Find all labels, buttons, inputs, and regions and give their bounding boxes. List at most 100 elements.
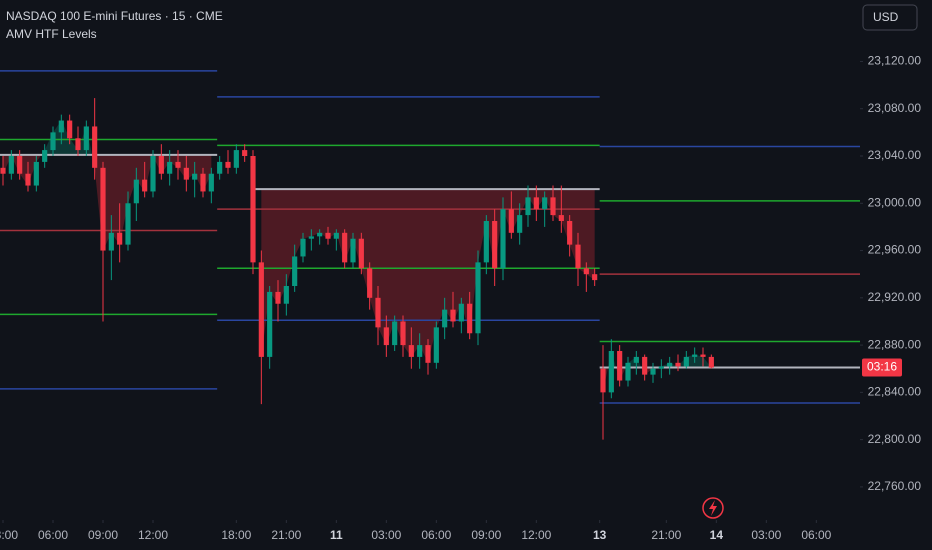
- candle-body: [667, 362, 673, 367]
- candle-body: [125, 203, 131, 245]
- candle-body: [708, 356, 714, 368]
- x-tick-label: 18:00: [221, 528, 251, 542]
- candle-body: [575, 244, 581, 269]
- candle-body: [8, 156, 14, 174]
- alert-icon[interactable]: [702, 497, 724, 519]
- price-tag: [862, 358, 902, 377]
- x-tick-label: 12:00: [521, 528, 551, 542]
- candle-body: [233, 150, 239, 168]
- candle-body: [592, 274, 598, 281]
- candle-body: [492, 221, 498, 269]
- candle-body: [250, 156, 256, 263]
- candle-body: [358, 238, 364, 269]
- candle-body: [258, 262, 264, 357]
- x-tick-label: 21:00: [271, 528, 301, 542]
- candle-body: [550, 197, 556, 216]
- candle-body: [692, 354, 698, 357]
- candle-body: [42, 150, 48, 162]
- candle-body: [158, 156, 164, 174]
- candle-body: [133, 179, 139, 204]
- candle-body: [283, 286, 289, 304]
- candle-body: [208, 173, 214, 192]
- candle-body: [408, 345, 414, 357]
- candle-body: [25, 173, 31, 186]
- x-tick-label: 11: [330, 528, 343, 542]
- candle-body: [350, 238, 356, 263]
- candle-body: [200, 173, 206, 192]
- candle-body: [500, 209, 506, 269]
- x-tick-label: 13: [593, 528, 607, 542]
- candle-body: [83, 126, 89, 151]
- plot-area: [0, 70, 860, 440]
- candle-body: [317, 232, 323, 237]
- candle-body: [92, 126, 98, 168]
- axes: 22,760.00 22,800.00 22,840.00 22,880.00 22,9…: [0, 54, 921, 543]
- candle-body: [658, 366, 664, 369]
- candle-body: [617, 351, 623, 381]
- candle-body: [242, 150, 248, 156]
- candle-body: [267, 291, 273, 357]
- x-tick-label: 06:00: [801, 528, 831, 542]
- y-tick-label: 22,760.00: [868, 479, 922, 493]
- indicator-name: AMV HTF Levels: [6, 27, 97, 41]
- candle-body: [50, 132, 56, 151]
- candle-body: [508, 209, 514, 233]
- candle-body: [417, 345, 423, 357]
- candle-body: [633, 356, 639, 363]
- candle-body: [225, 161, 231, 168]
- y-tick-label: 22,960.00: [868, 243, 922, 257]
- candle-body: [450, 309, 456, 322]
- candle-body: [100, 167, 106, 251]
- candle-body: [275, 291, 281, 304]
- candle-body: [700, 354, 706, 357]
- x-tick-label: 03:00: [371, 528, 401, 542]
- candle-body: [367, 268, 373, 298]
- candle-body: [375, 297, 381, 328]
- candle-body: [558, 215, 564, 221]
- alert-circle[interactable]: [702, 497, 724, 519]
- y-tick-label: 22,800.00: [868, 432, 922, 446]
- x-tick-label: 14: [710, 528, 724, 542]
- alert-bolt[interactable]: [709, 500, 717, 516]
- candle-body: [442, 309, 448, 328]
- candle-body: [400, 321, 406, 346]
- y-tick-label: 23,080.00: [868, 101, 922, 115]
- y-tick-label: 22,920.00: [868, 290, 922, 304]
- x-tick-label: 06:00: [421, 528, 451, 542]
- candle-body: [150, 156, 156, 192]
- candle-body: [542, 197, 548, 210]
- candle-body: [425, 345, 431, 363]
- candle-body: [458, 303, 464, 322]
- candle-body: [58, 120, 64, 133]
- currency-label[interactable]: USD: [873, 10, 899, 24]
- currency-button[interactable]: [862, 4, 918, 31]
- candle-body: [383, 327, 389, 346]
- candle-body: [583, 268, 589, 275]
- x-tick-label: 06:00: [38, 528, 68, 542]
- candle-body: [483, 221, 489, 263]
- candle-body: [217, 161, 223, 174]
- candle-body: [600, 368, 606, 393]
- x-tick-label: 09:00: [88, 528, 118, 542]
- candle-body: [33, 161, 39, 186]
- y-tick-label: 22,880.00: [868, 337, 922, 351]
- candle-body: [108, 232, 114, 251]
- y-tick-label: 22,840.00: [868, 385, 922, 399]
- x-tick-label: 21:00: [651, 528, 681, 542]
- candle-body: [392, 321, 398, 346]
- x-tick-label: 09:00: [471, 528, 501, 542]
- candle-body: [675, 362, 681, 367]
- candle-body: [117, 232, 123, 245]
- candle-body: [333, 232, 339, 239]
- candle-body: [567, 221, 573, 245]
- chart-title: NASDAQ 100 E-mini Futures · 15 · CME: [6, 9, 223, 23]
- candle-body: [67, 120, 73, 139]
- candle-body: [192, 173, 198, 180]
- candle-body: [533, 197, 539, 210]
- x-tick-label: 03:00: [0, 528, 18, 542]
- candle-body: [167, 161, 173, 174]
- candle-body: [300, 238, 306, 257]
